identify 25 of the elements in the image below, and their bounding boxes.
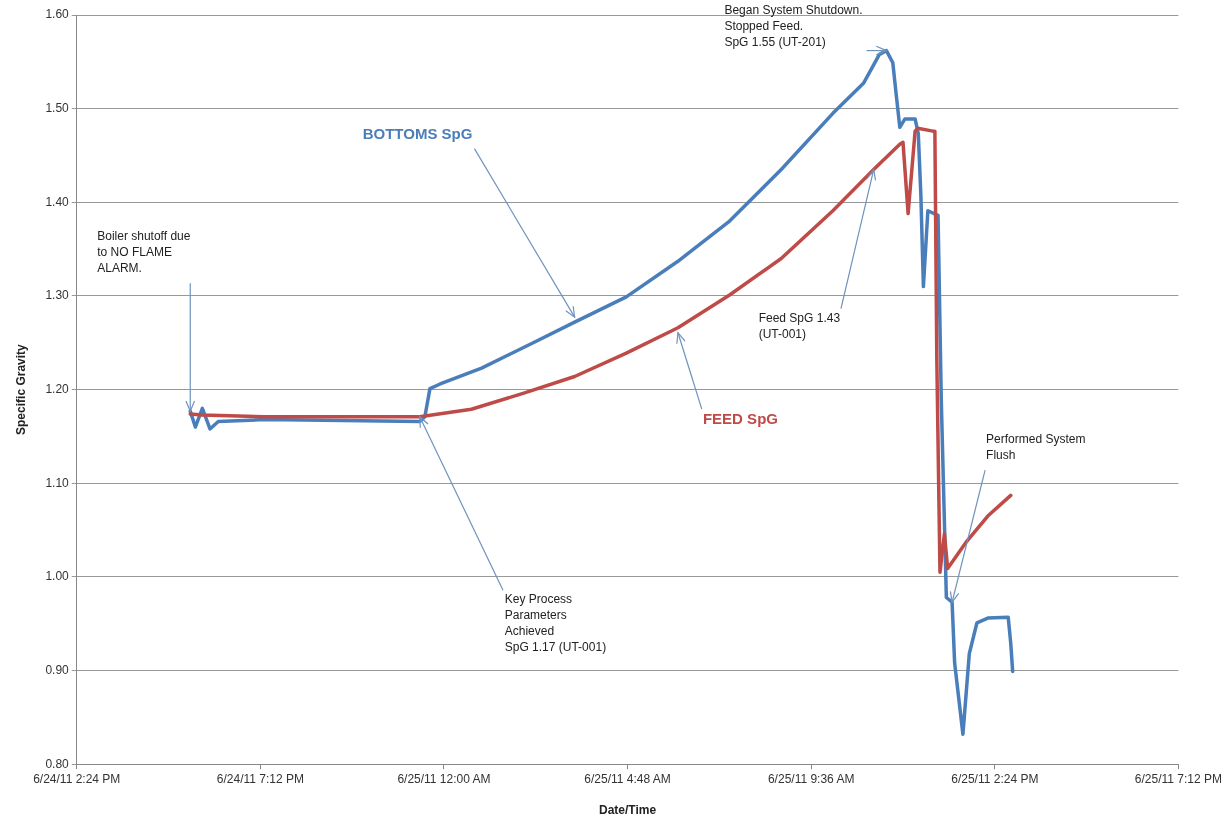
- annotation: Feed SpG 1.43 (UT-001): [758, 310, 841, 341]
- annotation: Boiler shutoff due to NO FLAME ALARM.: [97, 229, 191, 276]
- y-tick-label: 0.80: [45, 756, 70, 771]
- x-tick-label: 6/25/11 7:12 PM: [1134, 771, 1222, 786]
- x-tick-label: 6/25/11 4:48 AM: [584, 771, 671, 786]
- y-tick-label: 1.20: [45, 381, 70, 396]
- y-tick-label: 1.40: [45, 194, 70, 209]
- x-tick-label: 6/25/11 9:36 AM: [767, 771, 855, 786]
- y-tick-label: 1.50: [45, 100, 70, 115]
- y-tick-label: 1.00: [45, 569, 70, 584]
- text: FEED SpG: [702, 410, 778, 428]
- x-axis-title: Date/Time: [599, 803, 657, 818]
- y-tick-label: 1.10: [45, 475, 70, 490]
- x-tick-label: 6/24/11 2:24 PM: [33, 771, 121, 786]
- y-axis-title: Specific Gravity: [13, 343, 28, 435]
- annotation: Began System Shutdown. Stopped Feed. SpG 1.55 (UT-201): [724, 2, 863, 49]
- annotation: Performed System Flush: [986, 432, 1086, 463]
- y-tick-label: 1.30: [45, 288, 70, 303]
- y-tick-label: 0.90: [45, 662, 70, 677]
- x-tick-label: 6/25/11 12:00 AM: [397, 771, 491, 786]
- x-tick-label: 6/25/11 2:24 PM: [951, 771, 1039, 786]
- annotation: Key Process Parameters Achieved SpG 1.17 (UT-001): [504, 592, 607, 655]
- x-tick-label: 6/24/11 7:12 PM: [216, 771, 304, 786]
- text: BOTTOMS SpG: [362, 124, 473, 142]
- y-tick-label: 1.60: [45, 7, 70, 22]
